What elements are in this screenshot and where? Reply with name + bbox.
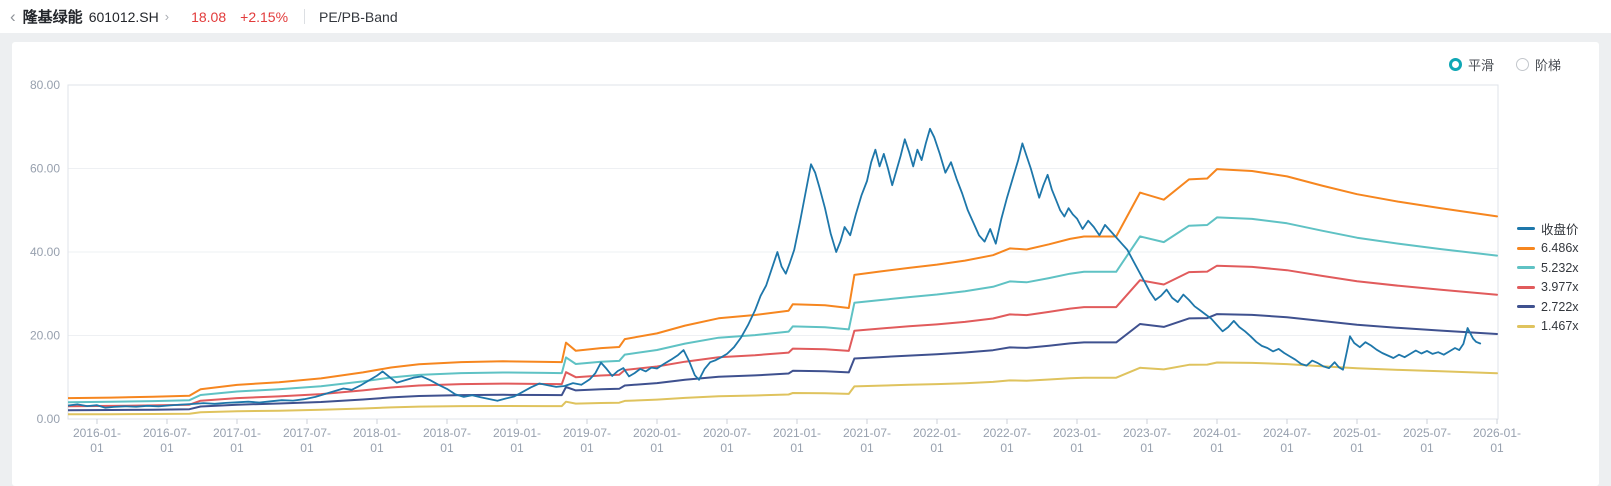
x-axis-label: 2021-01-01 [773,426,821,455]
header-divider [304,9,306,24]
pb-band-line-1.467x [68,361,1498,416]
y-axis-label: 40.00 [30,245,60,259]
x-axis-label: 2017-07-01 [283,426,331,455]
forward-chevron-icon[interactable]: › [164,9,170,24]
x-axis-label: 2023-07-01 [1123,426,1171,455]
x-axis-label: 2016-01-01 [73,426,121,455]
radio-option-label: 阶梯 [1535,58,1562,73]
legend-item[interactable]: 2.722x [1517,297,1579,317]
legend-swatch-icon [1517,324,1535,328]
x-axis-label: 2026-01-01 [1473,426,1521,455]
y-axis-label: 20.00 [30,329,60,343]
radio-option-step[interactable]: 阶梯 [1516,55,1561,74]
x-axis-label: 2018-07-01 [423,426,471,455]
x-axis-label: 2020-01-01 [633,426,681,455]
pb-band-line-2.722x [68,313,1498,412]
legend-item[interactable]: 1.467x [1517,317,1579,337]
legend-swatch-icon [1517,246,1535,250]
x-axis-label: 2024-01-01 [1193,426,1241,455]
x-axis-label: 2025-01-01 [1333,426,1381,455]
x-axis-label: 2019-07-01 [563,426,611,455]
radio-option-label: 平滑 [1468,58,1495,73]
legend-swatch-icon [1517,227,1535,231]
x-axis-label: 2022-07-01 [983,426,1031,455]
legend-item[interactable]: 6.486x [1517,239,1579,259]
stock-name[interactable]: 隆基绿能 [22,9,83,26]
legend-swatch-icon [1517,266,1535,270]
smooth-step-radio-group: 平滑 阶梯 [1449,55,1561,74]
pb-band-line-3.977x [68,264,1498,408]
plot-border [67,84,1499,420]
y-axis-label: 0.00 [37,412,61,426]
radio-option-smooth[interactable]: 平滑 [1449,55,1494,74]
pb-band-line-5.232x [68,216,1498,404]
x-axis-label: 2019-01-01 [493,426,541,455]
radio-selected-icon[interactable] [1449,58,1462,71]
header-bar: ‹ 隆基绿能 601012.SH › 18.08 +2.15% PE/PB-Ba… [0,0,1611,33]
back-chevron-icon[interactable]: ‹ [10,7,16,26]
x-axis-label: 2021-07-01 [843,426,891,455]
x-axis-label: 2018-01-01 [353,426,401,455]
legend-label: 2.722x [1541,299,1579,314]
x-axis-label: 2016-07-01 [143,426,191,455]
page-title: PE/PB-Band [319,8,398,25]
legend-swatch-icon [1517,285,1535,289]
legend-swatch-icon [1517,305,1535,309]
x-axis-label: 2020-07-01 [703,426,751,455]
legend-item[interactable]: 收盘价 [1517,219,1579,239]
x-axis-label: 2022-01-01 [913,426,961,455]
x-axis-label: 2024-07-01 [1263,426,1311,455]
legend-label: 3.977x [1541,280,1579,295]
y-axis-label: 60.00 [30,162,60,176]
legend-item[interactable]: 3.977x [1517,278,1579,298]
chart-legend: 收盘价 6.486x 5.232x 3.977x 2.722x 1.467x [1517,219,1579,336]
y-axis-label: 80.00 [30,78,60,92]
x-axis-label: 2023-01-01 [1053,426,1101,455]
close-price-line [68,127,1482,409]
radio-unselected-icon[interactable] [1516,58,1530,71]
legend-label: 收盘价 [1541,223,1579,238]
x-axis-label: 2025-07-01 [1403,426,1451,455]
legend-label: 6.486x [1541,241,1579,256]
legend-label: 5.232x [1541,260,1579,275]
stock-change-percent: +2.15% [240,8,289,25]
legend-label: 1.467x [1541,319,1579,334]
stock-code: 601012.SH [88,8,159,25]
pb-band-line-6.486x [68,168,1498,400]
x-axis-label: 2017-01-01 [213,426,261,455]
stock-price: 18.08 [191,8,227,25]
legend-item[interactable]: 5.232x [1517,258,1579,278]
chart-card [12,42,1599,486]
